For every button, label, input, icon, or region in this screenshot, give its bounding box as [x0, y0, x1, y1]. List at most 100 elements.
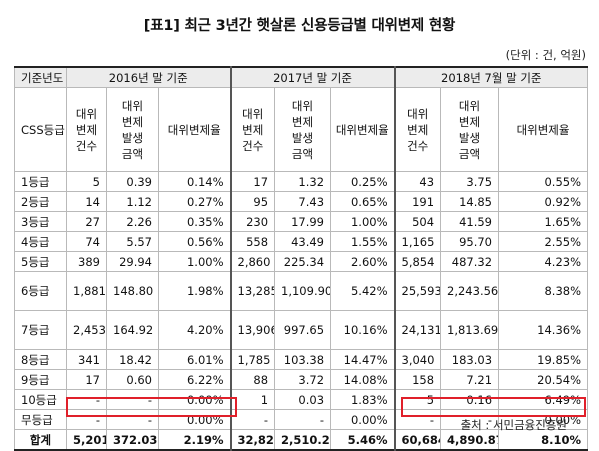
- table-cell: 13,285: [229, 271, 276, 311]
- table-row: 10등급 - -0.00% 1 0.03 1.83% 5 0.16 6.49%: [14, 389, 589, 410]
- table-cell: 1.55%: [330, 231, 396, 252]
- column-header: 대위변제율: [330, 87, 396, 172]
- table-cell: 0.14%: [157, 171, 232, 192]
- table-cell: -: [106, 389, 159, 410]
- table-cell: 504: [393, 211, 442, 232]
- table-cell: 103.38: [274, 349, 332, 370]
- table-cell: 0.56%: [157, 231, 232, 252]
- table-cell: 1.65%: [498, 211, 589, 232]
- table-cell: 6.01%: [157, 349, 232, 370]
- table-cell: 14.85: [440, 191, 500, 212]
- table-cell: 4.23%: [498, 251, 589, 272]
- table-cell: 164.92: [106, 310, 159, 350]
- table-cell: 0.35%: [157, 211, 232, 232]
- table-cell: -: [66, 389, 107, 410]
- table-cell: 997.65: [274, 310, 332, 350]
- table-cell: 13,906: [229, 310, 276, 350]
- table-row: 3등급 27 2.26 0.35% 230 17.99 1.00% 504 41.59 1.65%: [14, 211, 589, 232]
- table-cell: 1.12: [106, 191, 159, 212]
- table-cell: 1.83%: [330, 389, 396, 410]
- table-cell: 14.08%: [330, 369, 396, 390]
- grade-label: 9등급: [14, 369, 67, 390]
- table-cell: 7.21: [440, 369, 500, 390]
- column-header: 대위변제율: [498, 87, 589, 172]
- table-cell: -: [274, 409, 332, 430]
- data-table: 기준년도 2016년 말 기준 2017년 말 기준 2018년 7월 말 기준 CSS…: [14, 66, 589, 451]
- table-row: 8등급 341 18.42 6.01% 1,785 103.38 14.47% 3,040 18…: [14, 349, 589, 370]
- table-cell: 148.80: [106, 271, 159, 311]
- grade-header: CSS등급: [14, 87, 67, 172]
- table-cell: 225.34: [274, 251, 332, 272]
- table-cell: 1,165: [393, 231, 442, 252]
- table-cell: 0.25%: [330, 171, 396, 192]
- table-cell: 43: [393, 171, 442, 192]
- table-cell: 0.55%: [498, 171, 589, 192]
- table-cell: 341: [66, 349, 107, 370]
- source-note: 출처 : 서민금융진흥원: [460, 418, 567, 432]
- table-cell: 20.54%: [498, 369, 589, 390]
- table-cell: 29.94: [106, 251, 159, 272]
- column-header: 대위변제율: [157, 87, 232, 172]
- table-cell: 95: [229, 191, 276, 212]
- table-cell: 3,040: [393, 349, 442, 370]
- table-cell: 17.99: [274, 211, 332, 232]
- grade-label: 5등급: [14, 251, 67, 272]
- table-cell: 3.75: [440, 171, 500, 192]
- table-row: 4등급 74 5.57 0.56% 558 43.49 1.55% 1,165 95.70 2.5…: [14, 231, 589, 252]
- table-cell: 1,881: [66, 271, 107, 311]
- table-cell: 1,785: [229, 349, 276, 370]
- column-header: 대위 변제 발생 금액: [440, 87, 500, 172]
- table-cell: 25,593: [393, 271, 442, 311]
- table-cell: 558: [229, 231, 276, 252]
- table-cell: 18.42: [106, 349, 159, 370]
- table-cell: 14: [66, 191, 107, 212]
- table-cell: 27: [66, 211, 107, 232]
- table-cell: 1.00%: [157, 251, 232, 272]
- table-cell: 5: [66, 171, 107, 192]
- table-cell: 2.55%: [498, 231, 589, 252]
- table-cell: 41.59: [440, 211, 500, 232]
- table-cell: 1,109.90: [274, 271, 332, 311]
- table-cell: 230: [229, 211, 276, 232]
- table-cell: 10.16%: [330, 310, 396, 350]
- table-cell: 14.47%: [330, 349, 396, 370]
- table-cell: 1.00%: [330, 211, 396, 232]
- table-cell: 6.49%: [498, 389, 589, 410]
- table-cell: 5: [393, 389, 442, 410]
- table-row: 1등급 5 0.39 0.14% 17 1.32 0.25% 43 3.75 0.55%: [14, 171, 589, 192]
- table-cell: 2,860: [229, 251, 276, 272]
- table-cell: 17: [229, 171, 276, 192]
- grade-label: 3등급: [14, 211, 67, 232]
- table-cell: -: [229, 409, 276, 430]
- table-cell: 3.72: [274, 369, 332, 390]
- table-title: [표1] 최근 3년간 햇살론 신용등급별 대위변제 현황: [143, 18, 456, 34]
- table-cell: 17: [66, 369, 107, 390]
- corner-label: 기준년도: [14, 66, 67, 88]
- table-cell: 19.85%: [498, 349, 589, 370]
- year-header: 2018년 7월 말 기준: [393, 66, 589, 88]
- table-cell: 389: [66, 251, 107, 272]
- grade-label: 2등급: [14, 191, 67, 212]
- table-cell: 8.38%: [498, 271, 589, 311]
- table-cell: 2.60%: [330, 251, 396, 272]
- table-cell: 158: [393, 369, 442, 390]
- unit-note: (단위 : 건, 억원): [505, 48, 586, 62]
- grade-label: 7등급: [14, 310, 67, 350]
- column-header: 대위 변제 발생 금액: [106, 87, 159, 172]
- table-cell: 0.00%: [330, 409, 396, 430]
- table-cell: 2,453: [66, 310, 107, 350]
- grade-label: 10등급: [14, 389, 67, 410]
- grade-label: 8등급: [14, 349, 67, 370]
- table-cell: 4.20%: [157, 310, 232, 350]
- table-cell: 0.65%: [330, 191, 396, 212]
- table-cell: 1: [229, 389, 276, 410]
- table-cell: 6.22%: [157, 369, 232, 390]
- table-cell: 74: [66, 231, 107, 252]
- column-header: 대위 변제 건수: [66, 87, 107, 172]
- header-row-columns: CSS등급 대위 변제 건수 대위 변제 발생 금액 대위변제율 대위 변제 건수 대위 변제 발생 금액 대위…: [14, 87, 589, 172]
- header-row-years: 기준년도 2016년 말 기준 2017년 말 기준 2018년 7월 말 기준: [14, 66, 589, 88]
- table-cell: 14.36%: [498, 310, 589, 350]
- table-cell: 1.32: [274, 171, 332, 192]
- table-cell: 2,243.56: [440, 271, 500, 311]
- column-header: 대위 변제 발생 금액: [274, 87, 332, 172]
